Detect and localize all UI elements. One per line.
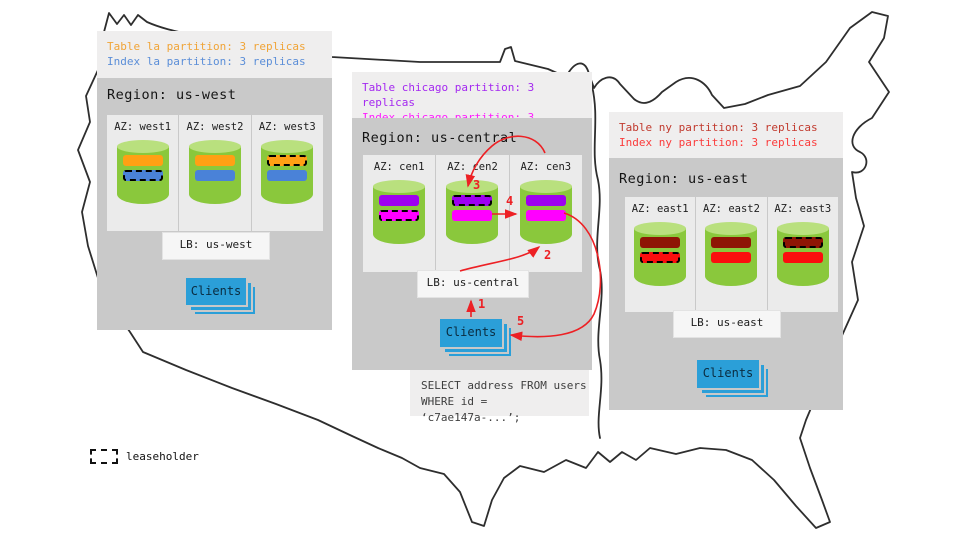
partition-note-box: Table ny partition: 3 replicas Index ny … [609,112,843,158]
az-cell-east1: AZ: east1 [625,197,697,312]
cylinder-top [519,180,572,193]
partition-note-box: Table la partition: 3 replicas Index la … [97,31,332,78]
az-label: AZ: cen3 [520,161,572,173]
database-cylinder [373,180,426,244]
az-label: AZ: cen2 [447,161,498,173]
table-partition-bar [711,237,752,248]
flow-step-4: 4 [506,194,514,208]
database-cylinder [188,140,241,204]
cylinder-top [634,222,687,235]
region-title: Region: us-central [362,130,518,146]
load-balancer: LB: us-central [417,270,529,298]
region-panel-us-central: Table chicago partition: 3 replicas Inde… [352,72,592,370]
database-cylinder [634,222,687,286]
index-partition-bar [194,170,235,181]
load-balancer: LB: us-west [162,232,270,260]
flow-step-2: 2 [544,248,552,262]
az-label: AZ: east3 [774,203,832,215]
flow-step-3: 3 [473,178,481,192]
database-cylinder [116,140,169,204]
cylinder-top [373,180,426,193]
leaseholder-swatch-icon [90,449,118,464]
sql-query-line1: SELECT address FROM users [421,379,587,392]
az-cell-cen2: AZ: cen2 [436,155,510,272]
region-title: Region: us-east [619,171,749,187]
az-label: AZ: west1 [114,121,172,133]
cylinder-top [116,140,169,153]
clients-box: Clients [697,360,759,388]
region-box: Region: us-east AZ: east1 AZ: east2 [609,158,843,410]
table-partition-bar [267,155,308,166]
index-partition-note: Index la partition: 3 replicas [107,55,306,68]
az-cell-east3: AZ: east3 [767,197,838,312]
table-partition-note: Table la partition: 3 replicas [107,40,306,53]
clients-box: Clients [440,319,502,347]
flow-step-5: 5 [517,314,525,328]
az-label: AZ: cen1 [373,161,425,173]
region-box: Region: us-central AZ: cen1 AZ: cen2 [352,118,592,370]
table-partition-bar [640,237,681,248]
partition-note-box: Table chicago partition: 3 replicas Inde… [352,72,592,139]
region-box: Region: us-west AZ: west1 AZ: west2 [97,78,332,330]
cylinder-top [188,140,241,153]
database-cylinder [261,140,314,204]
table-partition-bar [782,237,823,248]
az-label: AZ: east2 [703,203,760,215]
table-partition-bar [379,195,420,206]
table-partition-note: Table ny partition: 3 replicas [619,121,818,134]
az-cell-cen1: AZ: cen1 [363,155,437,272]
table-partition-bar [122,155,163,166]
legend-label: leaseholder [126,450,199,463]
region-panel-us-east: Table ny partition: 3 replicas Index ny … [609,112,843,410]
region-title: Region: us-west [107,87,237,103]
cylinder-top [776,222,829,235]
table-partition-bar [525,195,566,206]
cylinder-top [705,222,758,235]
index-partition-bar [782,252,823,263]
database-cylinder [776,222,829,286]
map-river-line [591,85,603,439]
sql-query-line2: WHERE id = ‘c7ae147a-...’; [421,395,521,424]
az-row: AZ: east1 AZ: east2 AZ: east3 [625,197,838,312]
database-cylinder [519,180,572,244]
database-cylinder [705,222,758,286]
index-partition-bar [640,252,681,263]
cylinder-top [261,140,314,153]
table-partition-bar [194,155,235,166]
flow-step-1: 1 [478,297,486,311]
clients-box: Clients [186,278,246,305]
index-partition-bar [452,210,493,221]
az-row: AZ: west1 AZ: west2 AZ: west3 [107,115,323,231]
region-panel-us-west: Table la partition: 3 replicas Index la … [97,31,332,330]
table-partition-note: Table chicago partition: 3 replicas [362,81,535,109]
index-partition-note: Index ny partition: 3 replicas [619,136,818,149]
az-label: AZ: west2 [186,121,244,133]
index-partition-bar [525,210,566,221]
index-partition-bar [267,170,308,181]
legend: leaseholder [90,449,199,464]
az-cell-west2: AZ: west2 [179,115,252,231]
index-partition-bar [379,210,420,221]
load-balancer: LB: us-east [673,310,781,338]
index-partition-bar [122,170,163,181]
az-cell-east2: AZ: east2 [696,197,768,312]
az-cell-west3: AZ: west3 [251,115,323,231]
az-cell-west1: AZ: west1 [107,115,180,231]
az-label: AZ: west3 [258,121,316,133]
az-label: AZ: east1 [631,203,689,215]
sql-query-box: SELECT address FROM users WHERE id = ‘c7… [410,370,589,424]
index-partition-bar [711,252,752,263]
table-partition-bar [452,195,493,206]
